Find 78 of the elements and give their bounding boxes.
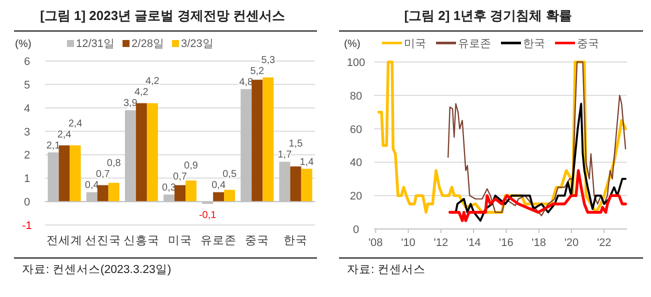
data-label: 3,9 [123, 98, 138, 110]
x-tick-label: 선진국 [84, 235, 121, 247]
data-label: 0,4 [212, 180, 226, 192]
data-label: 0,7 [173, 172, 188, 183]
x-tick-label: 유로존 [200, 235, 237, 247]
y-tick-label: 100 [346, 57, 366, 69]
y-tick-label: 60 [350, 124, 362, 136]
y-axis-title: (%) [15, 38, 32, 50]
legend-label: 한국 [523, 38, 545, 50]
data-label: 0,8 [106, 158, 122, 170]
y-tick-label: 4 [24, 102, 30, 115]
legend-label: 2/28일 [132, 38, 164, 50]
bar [97, 185, 108, 202]
y-tick-label: 40 [350, 157, 362, 170]
y-tick-label: -1 [22, 220, 32, 232]
x-tick-label: 한국 [284, 235, 308, 247]
x-tick-label: 전세계 [46, 235, 82, 247]
line-series [454, 102, 627, 222]
x-tick-label: '14 [466, 237, 481, 249]
text: 자료: 컨센서스(2023.3.23일) [22, 264, 172, 276]
y-tick-label: 3 [24, 126, 30, 138]
bar [224, 190, 236, 202]
data-label: 0,5 [222, 169, 237, 180]
data-label: 1,4 [300, 156, 314, 168]
x-tick-label: '12 [434, 237, 448, 249]
data-label: 1,7 [278, 150, 292, 161]
data-label: 0,4 [84, 180, 100, 192]
bar [301, 168, 312, 202]
data-label: 4,2 [145, 76, 160, 88]
y-tick-label: 5 [24, 79, 30, 92]
x-tick-label: '16 [499, 237, 514, 249]
bar [146, 103, 158, 202]
y-tick-label: 1 [24, 173, 30, 186]
y-tick-label: 0 [24, 196, 30, 209]
x-tick-label: '08 [368, 237, 383, 249]
data-label: 2,1 [46, 140, 61, 152]
legend-label: 중국 [577, 38, 599, 50]
legend-label: 12/31일 [76, 38, 115, 50]
bar [252, 80, 263, 202]
y-tick-label: 20 [350, 190, 362, 203]
y-tick-label: 80 [350, 90, 362, 102]
y-axis-title: (%) [344, 38, 360, 50]
bar [186, 180, 196, 202]
data-label: 1,5 [288, 138, 304, 150]
bar [58, 145, 70, 202]
x-tick-label: '22 [596, 237, 612, 249]
y-tick-label: 0 [352, 224, 360, 236]
bar [290, 166, 302, 202]
data-label: -0,1 [198, 210, 217, 221]
legend-label: 유로존 [458, 38, 491, 50]
data-label: 0,7 [96, 169, 110, 180]
bar [136, 103, 147, 202]
data-label: 2,4 [68, 118, 83, 130]
x-tick-label: '20 [564, 237, 579, 249]
legend-label: 3/23일 [180, 38, 214, 50]
bar [262, 77, 274, 202]
data-label: 5,2 [250, 66, 265, 78]
x-tick-label: '10 [401, 237, 416, 249]
line-series [448, 169, 627, 222]
bar [174, 185, 186, 202]
line-series [448, 61, 626, 216]
data-label: 2,4 [57, 129, 72, 140]
chart-title: [그림 2] 1년후 경기침체 확률 [404, 8, 572, 23]
y-tick-label: 2 [24, 150, 30, 162]
chart-title: [그림 1] 2023년 글로벌 경제전망 컨센서스 [40, 8, 285, 23]
bar [213, 192, 224, 202]
y-tick-label: 6 [24, 56, 30, 68]
bar [108, 182, 120, 202]
x-tick-label: '18 [532, 237, 546, 249]
data-label: 4,2 [134, 87, 149, 98]
x-tick-label: 중국 [245, 235, 270, 247]
x-tick-label: 미국 [168, 235, 192, 247]
data-label: 0,9 [184, 160, 198, 172]
bar [70, 145, 81, 202]
data-label: 5,3 [261, 55, 276, 66]
text: 자료: 컨센서스 [347, 264, 426, 276]
legend-label: 미국 [404, 38, 426, 50]
x-tick-label: 신흥국 [123, 235, 160, 247]
